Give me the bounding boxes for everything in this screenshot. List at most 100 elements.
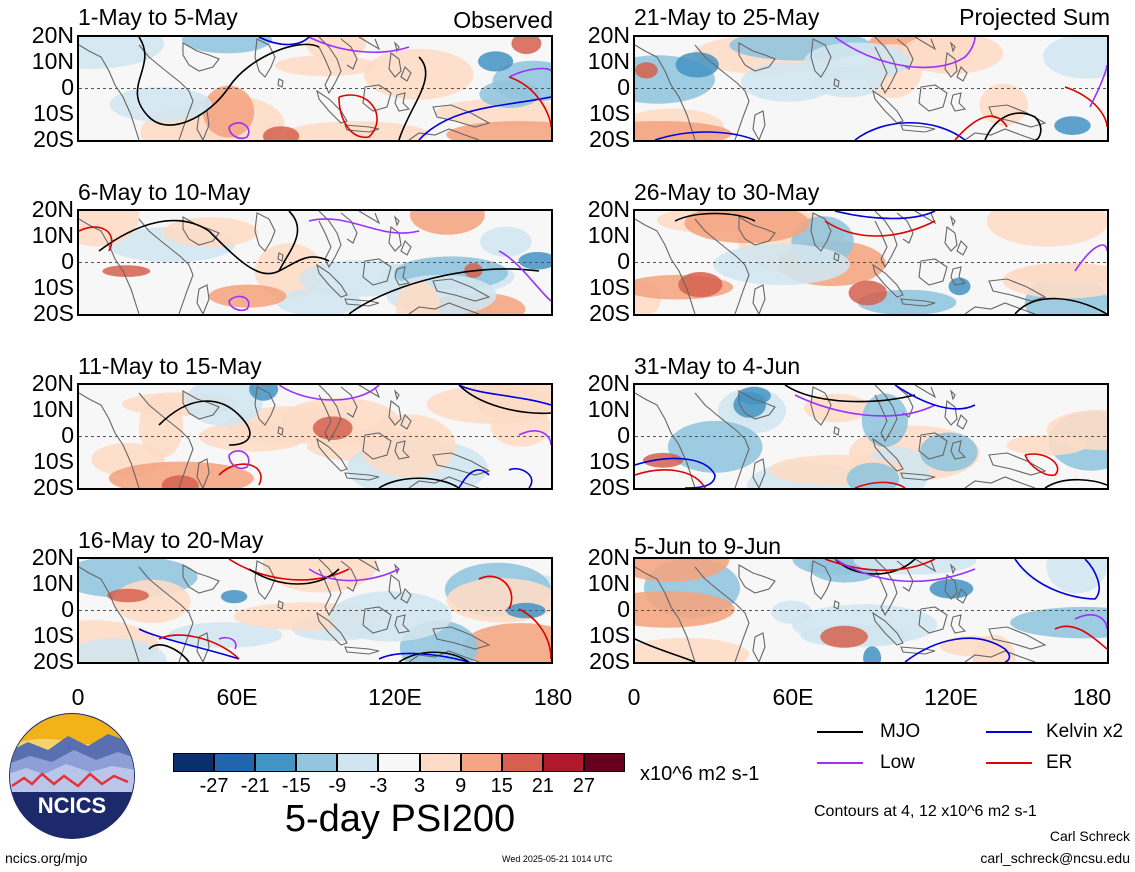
lat-label-10s-r2-c1: 10S	[33, 274, 74, 300]
lat-label-20n-r3-c2: 20N	[587, 370, 630, 396]
legend-line-kelvin	[986, 731, 1032, 733]
colorbar-units: x10^6 m2 s-1	[640, 763, 760, 785]
lat-label-20s-r2-c1: 20S	[33, 300, 74, 326]
legend-label-low: Low	[880, 752, 915, 773]
lon-label-0-left: 0	[71, 684, 85, 710]
colorbar-tick-label: 3	[413, 775, 426, 797]
lat-label-10n-r3-c2: 10N	[587, 396, 630, 422]
legend-label-kelvin: Kelvin x2	[1046, 721, 1124, 742]
ncics-logo: NCICS	[8, 712, 136, 840]
author-email[interactable]: carl_schreck@ncsu.edu	[980, 850, 1130, 866]
site-link[interactable]: ncics.org/mjo	[5, 850, 88, 866]
colorbar	[173, 753, 625, 772]
panel-title-2: 21-May to 25-May	[634, 4, 820, 30]
legend-line-mjo	[817, 731, 863, 733]
colorbar-tick-label: -3	[369, 775, 388, 797]
lat-label-20s-r1-c1: 20S	[33, 126, 74, 152]
colorbar-swatch	[296, 753, 338, 772]
legend-label-er: ER	[1046, 752, 1073, 773]
colorbar-swatch	[542, 753, 584, 772]
colorbar-tick-label: 21	[531, 775, 554, 797]
panel-title-6: 31-May to 4-Jun	[634, 353, 801, 379]
colorbar-swatch	[583, 753, 625, 772]
colorbar-swatch	[460, 753, 502, 772]
lat-label-20n-r1-c2: 20N	[587, 22, 630, 48]
colorbar-tick-label: 27	[572, 775, 596, 797]
lat-label-20s-r3-c2: 20S	[589, 474, 630, 500]
panel-title-7: 16-May to 20-May	[78, 527, 264, 553]
map-panel-6	[633, 383, 1109, 490]
author-name: Carl Schreck	[1049, 828, 1130, 844]
map-panel-7	[77, 557, 553, 664]
lon-label-120e-left: 120E	[368, 684, 422, 710]
colorbar-tick-label: -27	[199, 775, 229, 797]
lon-label-60e-right: 60E	[772, 684, 814, 710]
lat-label-20s-r3-c1: 20S	[33, 474, 74, 500]
logo-text: NCICS	[38, 793, 106, 818]
lat-label-20n-r4-c2: 20N	[587, 544, 630, 570]
legend-line-er	[986, 762, 1032, 764]
lat-label-0-r4-c1: 0	[61, 596, 74, 622]
lat-label-10n-r4-c1: 10N	[31, 570, 74, 596]
lat-label-10n-r2-c2: 10N	[587, 222, 630, 248]
panel-title-4: 26-May to 30-May	[634, 179, 820, 205]
panel-title-3: 6-May to 10-May	[78, 179, 251, 205]
map-panel-1	[77, 35, 553, 142]
lat-label-0-r2-c1: 0	[61, 248, 74, 274]
colorbar-swatch	[501, 753, 543, 772]
lon-label-180-right: 180	[1072, 684, 1112, 710]
lon-label-120e-right: 120E	[924, 684, 978, 710]
colorbar-swatch	[419, 753, 461, 772]
timestamp: Wed 2025-05-21 1014 UTC	[502, 854, 613, 864]
map-panel-4	[633, 209, 1109, 316]
lat-label-20n-r1-c1: 20N	[31, 22, 74, 48]
lat-label-10s-r4-c2: 10S	[589, 622, 630, 648]
lat-label-20n-r2-c1: 20N	[31, 196, 74, 222]
colorbar-tick-label: -21	[240, 775, 270, 797]
lat-label-10s-r2-c2: 10S	[589, 274, 630, 300]
lat-label-20n-r3-c1: 20N	[31, 370, 74, 396]
lat-label-10s-r1-c1: 10S	[33, 100, 74, 126]
panel-corner-observed: Observed	[453, 7, 553, 33]
figure-title: 5-day PSI200	[284, 798, 516, 840]
lat-label-20s-r2-c2: 20S	[589, 300, 630, 326]
lat-label-0-r3-c1: 0	[61, 422, 74, 448]
lat-label-20s-r4-c1: 20S	[33, 648, 74, 674]
lat-label-0-r1-c2: 0	[617, 74, 630, 100]
lat-label-10n-r4-c2: 10N	[587, 570, 630, 596]
map-panel-2	[633, 35, 1109, 142]
colorbar-swatch	[214, 753, 256, 772]
lat-label-10s-r3-c2: 10S	[589, 448, 630, 474]
lat-label-0-r4-c2: 0	[617, 596, 630, 622]
lat-label-0-r3-c2: 0	[617, 422, 630, 448]
colorbar-swatch	[337, 753, 379, 772]
lat-label-10s-r1-c2: 10S	[589, 100, 630, 126]
lat-label-10s-r4-c1: 10S	[33, 622, 74, 648]
lat-label-10n-r3-c1: 10N	[31, 396, 74, 422]
contours-note: Contours at 4, 12 x10^6 m2 s-1	[814, 803, 1037, 820]
lon-label-60e-left: 60E	[216, 684, 258, 710]
lat-label-20n-r4-c1: 20N	[31, 544, 74, 570]
panel-title-1: 1-May to 5-May	[78, 4, 238, 30]
lat-label-10n-r1-c2: 10N	[587, 48, 630, 74]
map-panel-8	[633, 557, 1109, 664]
colorbar-swatch	[173, 753, 215, 772]
colorbar-swatch	[378, 753, 420, 772]
map-panel-3	[77, 209, 553, 316]
lat-label-20s-r1-c2: 20S	[589, 126, 630, 152]
panel-corner-projected: Projected Sum	[959, 4, 1110, 30]
lat-label-20n-r2-c2: 20N	[587, 196, 630, 222]
legend-label-mjo: MJO	[880, 721, 921, 742]
colorbar-tick-label: 9	[455, 775, 467, 797]
colorbar-tick-label: -15	[281, 775, 311, 797]
map-panel-5	[77, 383, 553, 490]
lon-label-180-left: 180	[533, 684, 573, 710]
panel-title-5: 11-May to 15-May	[78, 353, 262, 379]
lat-label-10s-r3-c1: 10S	[33, 448, 74, 474]
colorbar-tick-label: -9	[328, 775, 347, 797]
lat-label-10n-r1-c1: 10N	[31, 48, 74, 74]
panel-title-8: 5-Jun to 9-Jun	[634, 533, 782, 559]
legend-line-low	[817, 762, 863, 764]
lon-label-0-right: 0	[627, 684, 641, 710]
colorbar-tick-label: 15	[490, 775, 513, 797]
